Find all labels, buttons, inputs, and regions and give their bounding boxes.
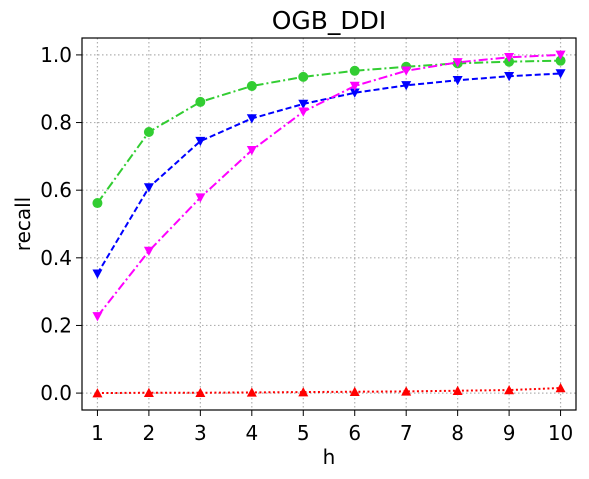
data-point (246, 81, 257, 92)
data-point (143, 387, 154, 398)
data-point (401, 81, 412, 91)
data-point (92, 312, 103, 322)
series-4 (92, 383, 566, 398)
x-tick-label: 10 (548, 421, 573, 445)
data-point (349, 65, 360, 76)
y-tick-label: 1.0 (40, 43, 72, 67)
data-point (92, 388, 103, 398)
data-point (92, 269, 103, 279)
data-point (298, 99, 309, 109)
series-line (96, 59, 561, 204)
x-tick-label: 6 (348, 421, 361, 445)
x-tick-label: 2 (143, 421, 156, 445)
data-point (92, 198, 103, 209)
data-point (504, 53, 515, 63)
data-point (298, 387, 309, 397)
data-point (246, 146, 257, 156)
series-line (96, 53, 561, 317)
data-point (195, 387, 206, 398)
x-tick-label: 3 (194, 421, 207, 445)
y-tick-label: 0.4 (40, 246, 72, 270)
data-point (246, 387, 257, 397)
data-point (504, 385, 515, 395)
y-axis: 0.0 0.2 0.4 0.6 0.8 1.0 (40, 43, 82, 405)
data-point (555, 55, 566, 66)
data-point (143, 183, 154, 193)
y-tick-label: 0.0 (40, 381, 72, 405)
data-point (143, 246, 154, 257)
x-tick-label: 5 (297, 421, 310, 445)
data-point (452, 385, 463, 395)
data-point (349, 88, 360, 98)
data-point (195, 96, 206, 107)
data-point (349, 386, 360, 396)
data-point (555, 50, 566, 60)
series-1 (92, 55, 566, 209)
series-line (97, 387, 561, 395)
series-line (96, 72, 561, 275)
data-point (555, 383, 566, 393)
data-point (452, 58, 463, 68)
data-point (401, 66, 412, 76)
y-tick-label: 0.6 (40, 178, 72, 202)
x-axis-label: h (323, 445, 336, 469)
data-point (246, 114, 257, 124)
x-axis: 1 2 3 4 5 6 7 8 9 10 (91, 410, 573, 445)
x-tick-label: 1 (91, 421, 104, 445)
grid (82, 38, 576, 410)
x-tick-label: 7 (400, 421, 413, 445)
series-2 (92, 69, 566, 279)
chart-title: OGB_DDI (272, 6, 387, 35)
data-point (555, 69, 566, 79)
plot-frame (81, 37, 577, 411)
data-point (195, 136, 206, 147)
data-point (452, 76, 463, 86)
series-layer (92, 50, 566, 398)
data-point (195, 193, 206, 203)
y-tick-label: 0.8 (40, 111, 72, 135)
x-tick-label: 4 (245, 421, 258, 445)
data-point (349, 81, 360, 92)
data-point (143, 127, 154, 138)
data-point (401, 386, 412, 396)
data-point (298, 71, 309, 82)
x-tick-label: 8 (451, 421, 464, 445)
x-tick-label: 9 (503, 421, 516, 445)
series-3 (92, 50, 566, 322)
data-point (298, 107, 309, 117)
data-point (504, 71, 515, 82)
y-axis-label: recall (11, 197, 35, 251)
y-tick-label: 0.2 (40, 313, 72, 337)
